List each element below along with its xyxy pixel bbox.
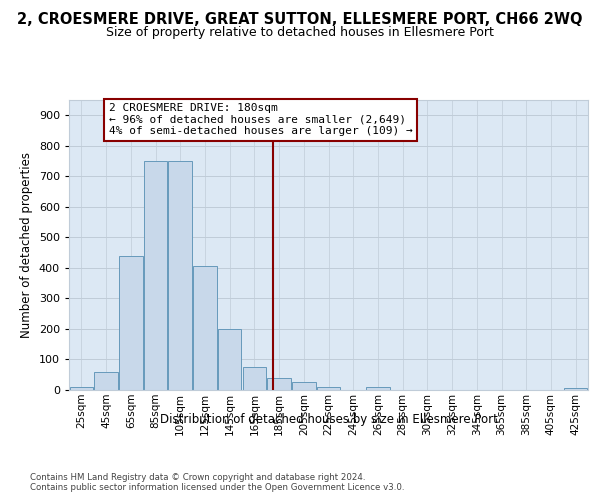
Bar (242, 367, 266, 390)
Text: Size of property relative to detached houses in Ellesmere Port: Size of property relative to detached ho… (106, 26, 494, 39)
Bar (564, 388, 587, 390)
Text: Contains public sector information licensed under the Open Government Licence v3: Contains public sector information licen… (30, 484, 404, 492)
Y-axis label: Number of detached properties: Number of detached properties (20, 152, 33, 338)
Bar (193, 266, 217, 390)
Text: 2 CROESMERE DRIVE: 180sqm
← 96% of detached houses are smaller (2,649)
4% of sem: 2 CROESMERE DRIVE: 180sqm ← 96% of detac… (109, 103, 412, 136)
Text: 2, CROESMERE DRIVE, GREAT SUTTON, ELLESMERE PORT, CH66 2WQ: 2, CROESMERE DRIVE, GREAT SUTTON, ELLESM… (17, 12, 583, 28)
Bar (169, 161, 192, 390)
Text: Contains HM Land Registry data © Crown copyright and database right 2024.: Contains HM Land Registry data © Crown c… (30, 472, 365, 482)
Bar (268, 378, 291, 390)
Bar (292, 382, 316, 390)
Bar (366, 387, 389, 390)
Bar (119, 256, 143, 390)
Bar (218, 329, 241, 390)
Bar (94, 372, 118, 390)
Text: Distribution of detached houses by size in Ellesmere Port: Distribution of detached houses by size … (160, 412, 498, 426)
Bar (70, 387, 93, 390)
Bar (144, 161, 167, 390)
Bar (317, 387, 340, 390)
